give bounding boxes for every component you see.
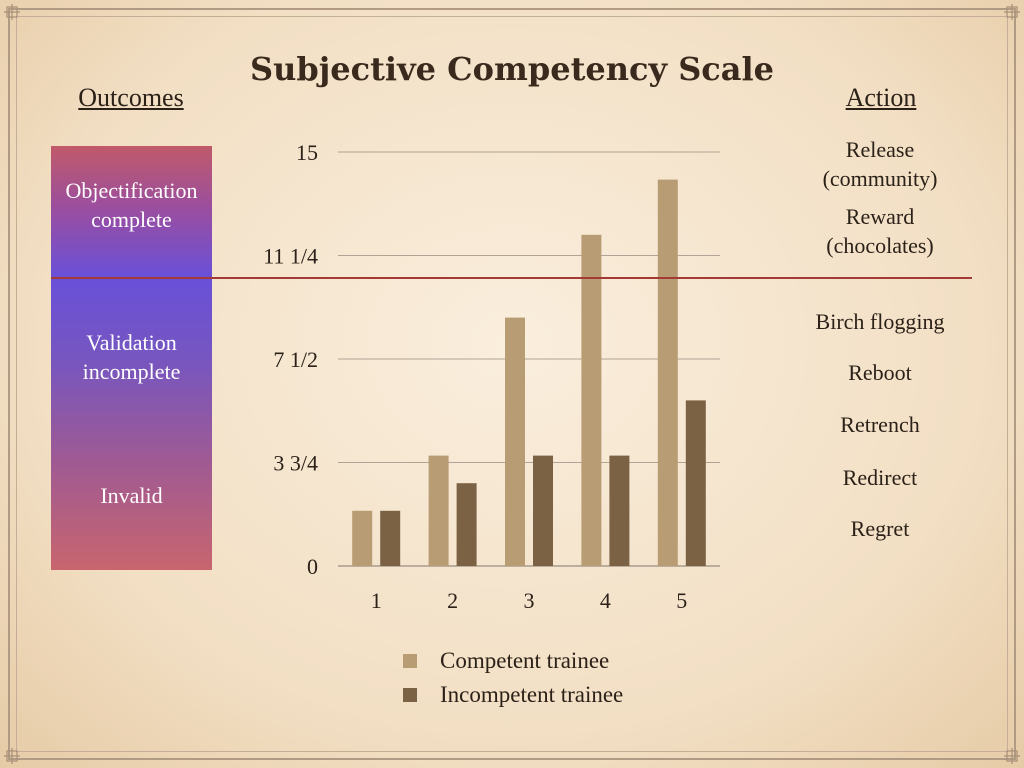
x-tick-label: 1 — [371, 588, 382, 613]
bar-incompetent — [456, 483, 477, 566]
bar-incompetent — [380, 510, 401, 566]
outcome-label-invalid: Invalid — [100, 483, 163, 508]
y-tick-label: 15 — [296, 140, 318, 165]
outcome-label-validation: Validation incomplete — [82, 330, 181, 384]
y-tick-label: 7 1/2 — [273, 347, 318, 372]
bar-incompetent — [533, 455, 553, 566]
x-tick-label: 4 — [600, 588, 611, 613]
action-regret: Regret — [850, 516, 910, 541]
legend-item-incompetent: Incompetent trainee — [403, 682, 623, 708]
y-tick-label: 11 1/4 — [263, 244, 318, 269]
action-retrench: Retrench — [840, 412, 920, 437]
bar-competent — [352, 510, 373, 566]
legend-label-competent: Competent trainee — [440, 648, 610, 673]
bar-incompetent — [685, 400, 706, 566]
action-reward: Reward (chocolates) — [826, 204, 934, 258]
outcome-label-objectification: Objectification complete — [65, 178, 198, 232]
action-birch-flogging: Birch flogging — [815, 309, 945, 334]
action-release: Release (community) — [822, 137, 938, 191]
x-tick-label: 2 — [447, 588, 458, 613]
outcome-gradient-bar: Objectification complete Validation inco… — [51, 146, 212, 570]
bar-competent — [657, 179, 678, 566]
bar-competent — [581, 234, 602, 567]
action-header: Action — [845, 83, 917, 112]
x-tick-label: 5 — [676, 588, 687, 613]
action-redirect: Redirect — [842, 465, 918, 490]
chart-title: Subjective Competency Scale — [249, 50, 775, 88]
bar-competent — [428, 455, 449, 566]
bar-competent — [505, 317, 525, 566]
bar-incompetent — [609, 455, 630, 566]
legend-label-incompetent: Incompetent trainee — [440, 682, 624, 707]
action-reboot: Reboot — [848, 360, 912, 385]
y-tick-label: 3 3/4 — [273, 451, 318, 476]
y-tick-label: 0 — [307, 554, 318, 579]
legend-swatch-incompetent — [403, 688, 417, 702]
x-tick-label: 3 — [524, 588, 535, 613]
legend-swatch-competent — [403, 654, 417, 668]
outcomes-header: Outcomes — [78, 83, 184, 112]
threshold-line — [51, 277, 972, 279]
legend-item-competent: Competent trainee — [403, 648, 609, 674]
